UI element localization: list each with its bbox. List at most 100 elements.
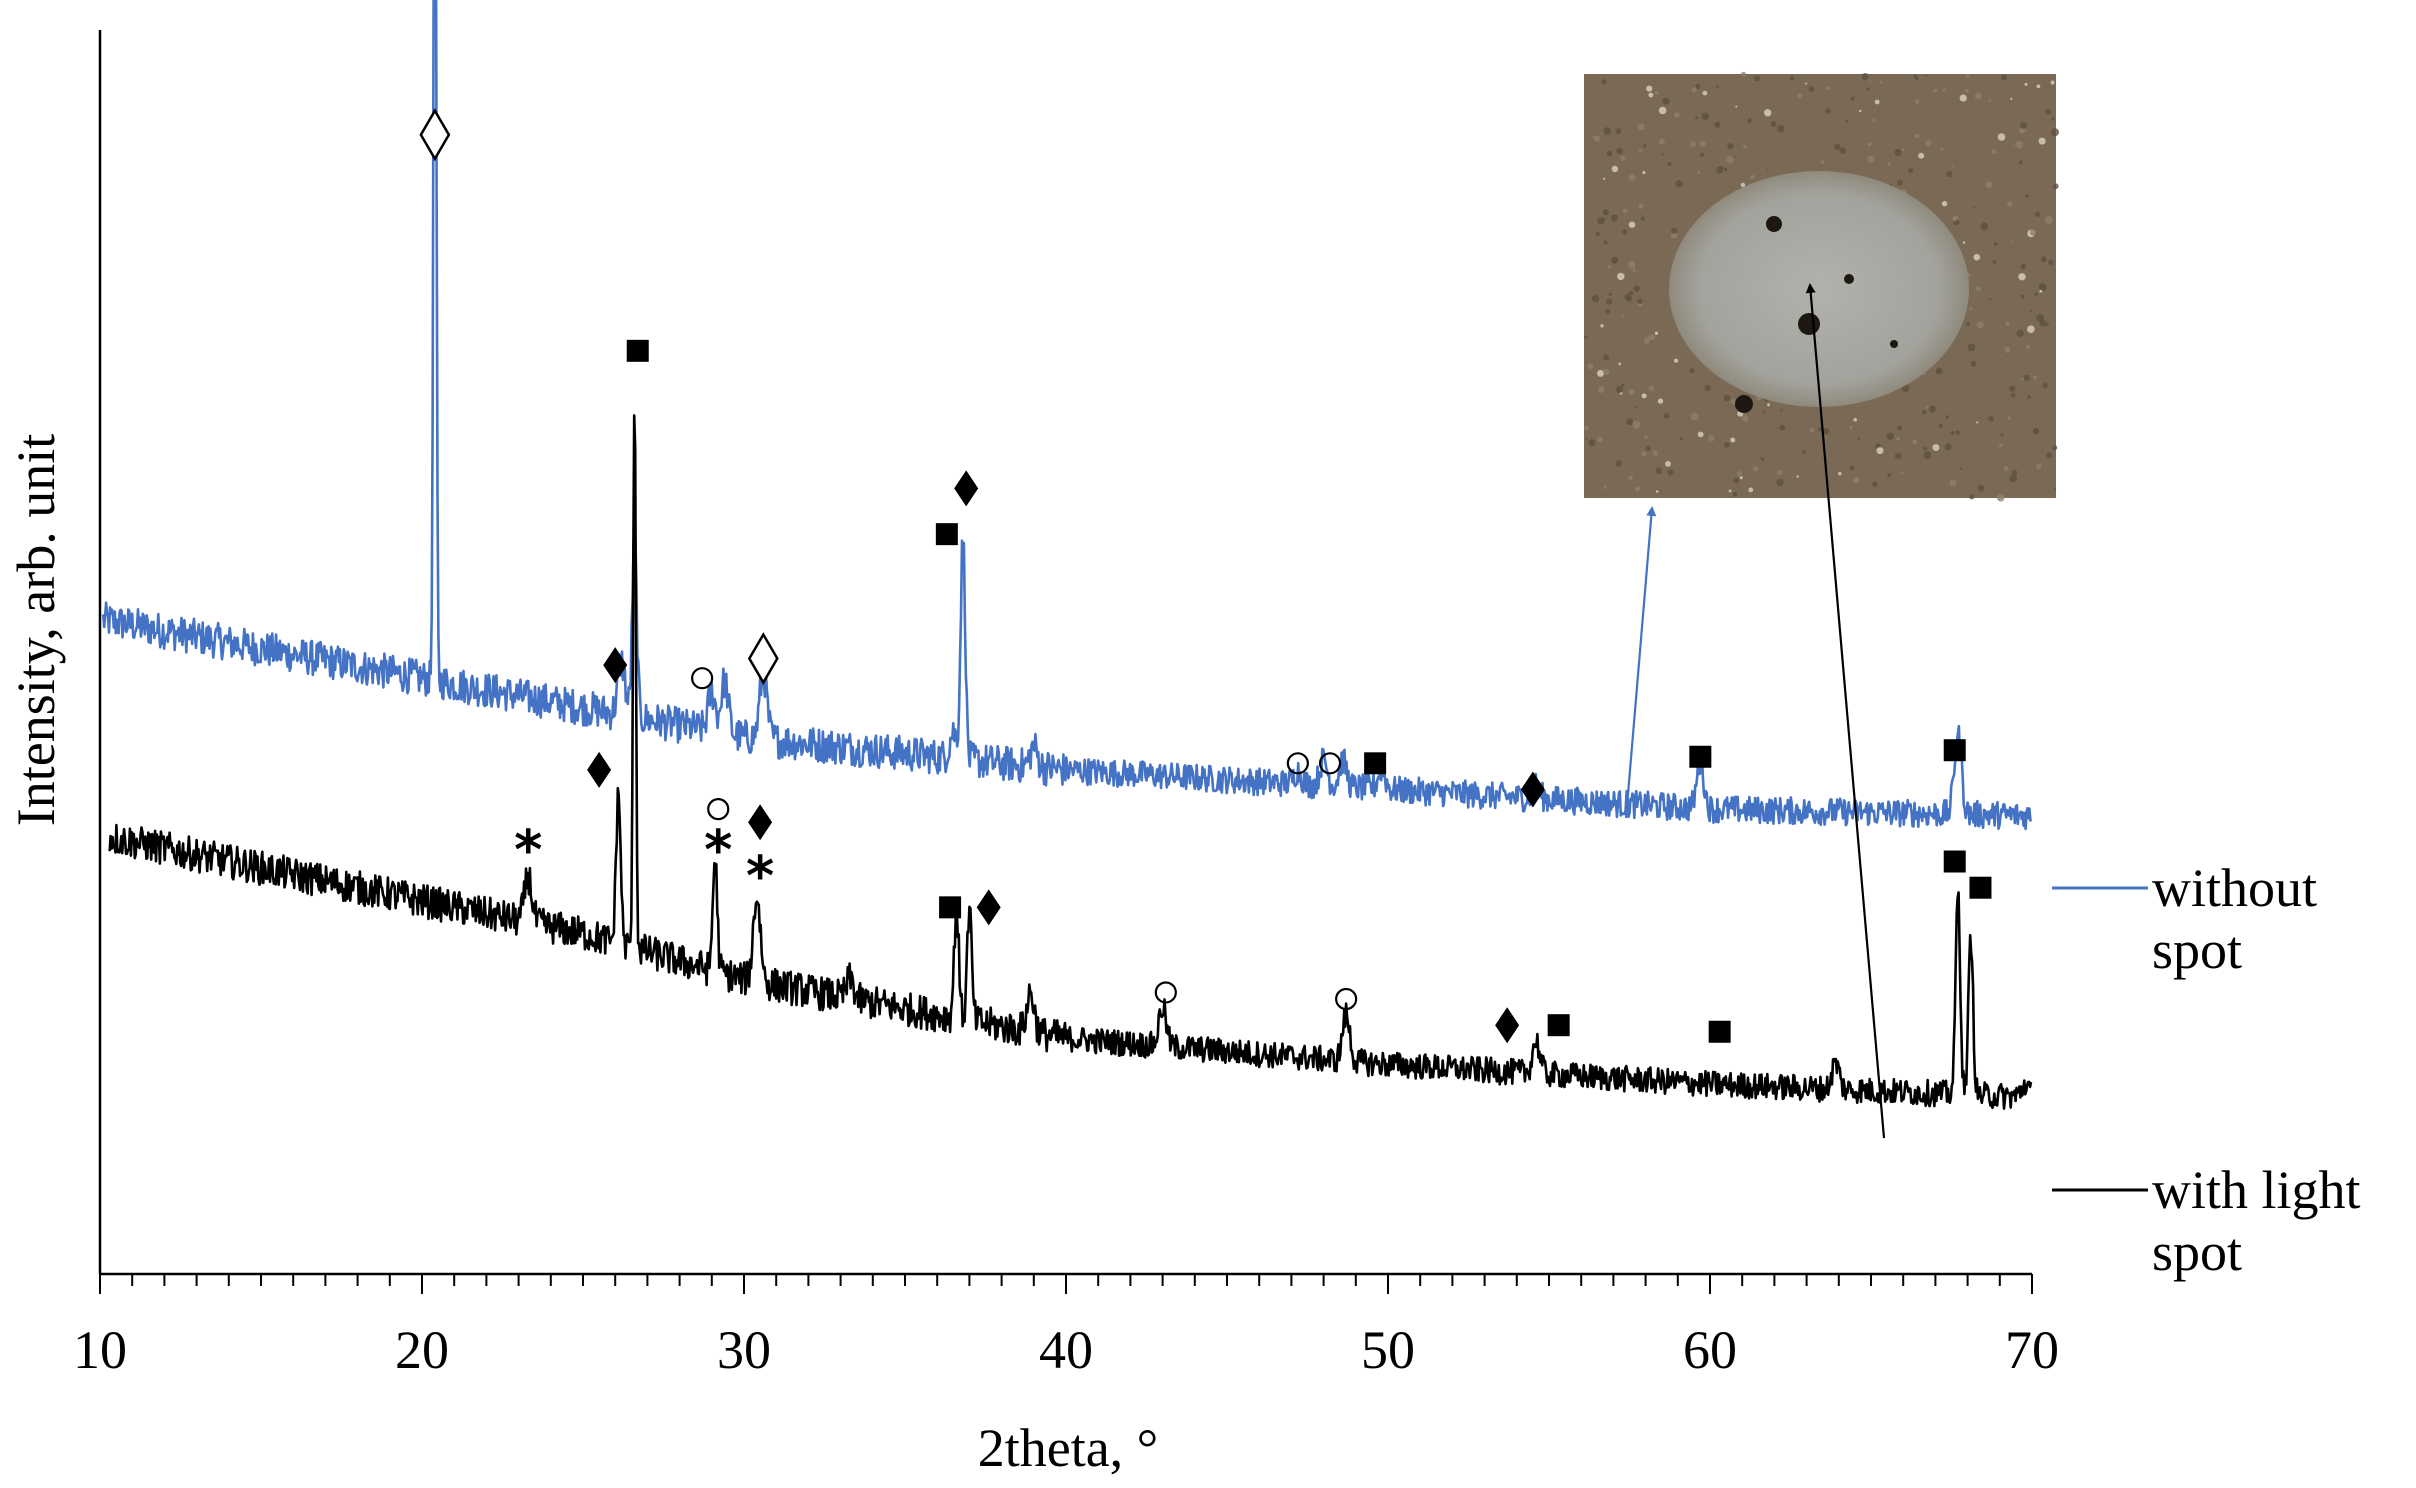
photo-speck xyxy=(1622,208,1628,214)
photo-speck xyxy=(1591,295,1600,303)
photo-speck xyxy=(1694,116,1698,120)
photo-speck xyxy=(1633,285,1641,292)
square-marker xyxy=(1943,850,1966,873)
photo-speck xyxy=(1767,403,1770,407)
photo-speck xyxy=(2052,183,2059,190)
photo-speck xyxy=(1928,405,1936,413)
photo-speck xyxy=(2016,329,2024,337)
without-spot-markers xyxy=(419,108,1966,808)
photo-speck xyxy=(2046,452,2053,459)
photo-pore xyxy=(1798,313,1820,335)
photo-speck xyxy=(1649,385,1655,391)
photo-speck xyxy=(1733,155,1736,158)
photo-speck xyxy=(1969,307,1973,311)
photo-speck xyxy=(1638,149,1643,153)
photo-speck xyxy=(1780,409,1783,412)
photo-speck xyxy=(1845,119,1849,123)
photo-speck xyxy=(2025,194,2029,198)
photo-speck xyxy=(1763,410,1766,413)
photo-speck xyxy=(1674,112,1680,118)
photo-speck xyxy=(1628,174,1636,181)
photo-speck xyxy=(1967,343,1976,352)
photo-speck xyxy=(1608,292,1612,296)
photo-speck xyxy=(1730,437,1736,443)
photo-speck xyxy=(1598,386,1605,393)
photo-speck xyxy=(1988,297,1992,301)
photo-speck xyxy=(1868,80,1871,83)
photo-speck xyxy=(1597,217,1605,225)
photo-speck xyxy=(1646,85,1653,92)
photo-speck xyxy=(2020,121,2027,129)
without-spot-series-line xyxy=(101,0,2033,831)
photo-speck xyxy=(1777,125,1785,133)
photo-speck xyxy=(1640,216,1646,221)
photo-speck xyxy=(2013,144,2016,147)
photo-speck xyxy=(2001,74,2008,81)
open-circle-marker xyxy=(1286,752,1309,775)
photo-speck xyxy=(1970,360,1977,367)
photo-speck xyxy=(1592,135,1595,138)
photo-speck xyxy=(2007,201,2013,207)
photo-speck xyxy=(1776,478,1784,487)
photo-speck xyxy=(2027,325,2035,334)
photo-speck xyxy=(1585,437,1588,440)
photo-speck xyxy=(1587,363,1594,369)
photo-speck xyxy=(1611,165,1619,173)
photo-speck xyxy=(1914,99,1920,105)
photo-speck xyxy=(1980,222,1989,231)
axes: 10 20 30 40 50 60 70 xyxy=(73,30,2059,1380)
photo-speck xyxy=(1896,179,1903,186)
photo-speck xyxy=(1690,141,1696,147)
photo-speck xyxy=(1824,436,1828,439)
photo-pore xyxy=(1735,395,1753,413)
photo-speck xyxy=(1797,93,1803,99)
photo-speck xyxy=(1723,394,1731,402)
photo-speck xyxy=(2009,474,2018,483)
photo-speck xyxy=(1605,308,1611,314)
photo-speck xyxy=(2011,469,2018,476)
photo-speck xyxy=(1642,171,1646,175)
photo-speck xyxy=(1638,203,1644,209)
photo-speck xyxy=(1667,469,1674,476)
photo-speck xyxy=(1699,140,1706,147)
photo-speck xyxy=(2015,140,2024,149)
photo-speck xyxy=(1988,99,1991,103)
photo-speck xyxy=(2018,160,2023,165)
photo-speck xyxy=(1825,108,1831,114)
photo-speck xyxy=(1675,180,1683,188)
photo-speck xyxy=(1834,143,1841,150)
photo-speck xyxy=(1683,87,1686,90)
photo-speck xyxy=(1894,148,1902,157)
photo-speck xyxy=(1972,206,1975,209)
photo-speck xyxy=(1940,147,1944,151)
square-marker xyxy=(1708,1020,1731,1043)
photo-speck xyxy=(1953,217,1958,222)
inset-photo xyxy=(1584,71,2059,1139)
filled-diamond-marker xyxy=(1495,1007,1520,1044)
photo-speck xyxy=(1944,443,1952,451)
photo-speck xyxy=(1779,424,1786,431)
open-circle-marker xyxy=(707,798,730,821)
photo-speck xyxy=(1607,264,1612,269)
photo-speck xyxy=(1588,439,1596,447)
photo-speck xyxy=(2024,82,2028,86)
photo-speck xyxy=(1661,153,1664,156)
photo-speck xyxy=(1805,82,1808,85)
photo-speck xyxy=(2020,263,2027,270)
photo-speck xyxy=(1603,354,1610,361)
photo-speck xyxy=(1714,121,1721,128)
photo-speck xyxy=(1977,484,1985,492)
photo-speck xyxy=(1861,73,1869,80)
photo-speck xyxy=(1727,143,1734,150)
x-tick-label: 10 xyxy=(73,1320,127,1380)
photo-speck xyxy=(1796,475,1799,478)
photo-speck xyxy=(1777,470,1782,475)
photo-speck xyxy=(1603,368,1610,376)
photo-speck xyxy=(1941,201,1948,207)
photo-speck xyxy=(2029,229,2037,236)
photo-speck xyxy=(1922,410,1927,415)
photo-speck xyxy=(2048,259,2054,265)
photo-speck xyxy=(1615,460,1622,467)
photo-speck xyxy=(1867,142,1872,147)
photo-speck xyxy=(1626,295,1633,302)
